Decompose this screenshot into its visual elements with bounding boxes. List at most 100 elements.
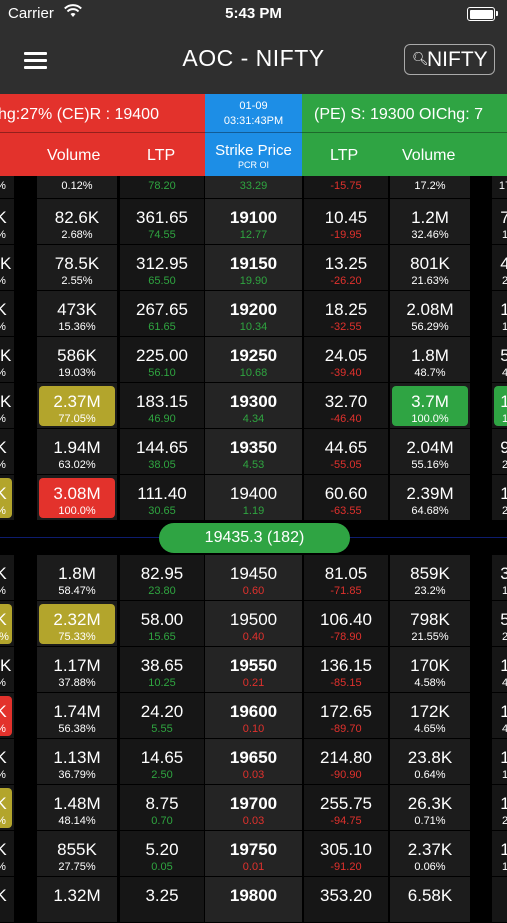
put-ltp-value: 353.20 xyxy=(320,886,372,905)
call-ltp-value: 225.00 xyxy=(136,346,188,365)
call-volume-value: 473K xyxy=(57,300,97,319)
summary-strike: 33.29 xyxy=(205,176,302,198)
put-oi-sub: 2 xyxy=(501,275,507,287)
put-ltp-header[interactable]: LTP xyxy=(330,147,359,164)
call-ltp-value: 24.20 xyxy=(140,702,184,721)
spot-price-pill[interactable]: 19435.3 (182) xyxy=(159,523,350,553)
call-ltp: 38.65 10.25 xyxy=(120,647,204,693)
call-ltp-value: 14.65 xyxy=(140,748,184,767)
call-volume-sub: 2.55% xyxy=(61,275,93,287)
summary-pe_ltp-value: -15.75 xyxy=(330,180,362,192)
page-title: AOC - NIFTY xyxy=(182,45,325,71)
call-ltp-value: 82.95 xyxy=(140,564,184,583)
put-volume-sub: 23.2% xyxy=(414,585,446,597)
call-oi-value: K xyxy=(0,748,7,767)
call-oi-value: K xyxy=(0,564,7,583)
summary-ce_partial-value: % xyxy=(0,180,14,192)
strike-price: 19750 0.01 xyxy=(205,831,302,877)
row-separator xyxy=(0,830,507,831)
put-oi-value: 3 xyxy=(500,564,507,583)
strike-price-value: 19150 xyxy=(229,254,278,273)
call-ltp: 24.20 5.55 xyxy=(120,693,204,739)
put-ltp: 305.10 -91.20 xyxy=(304,831,388,877)
put-volume: 798K 21.55% xyxy=(390,601,470,647)
strike-price-value: 19400 xyxy=(229,484,278,503)
call-ltp-sub: 56.10 xyxy=(148,367,176,379)
call-volume-header[interactable]: Volume xyxy=(47,147,101,164)
put-ltp: 60.60 -63.55 xyxy=(304,475,388,521)
call-ltp-sub: 5.55 xyxy=(151,723,173,735)
strike-price-sub: 0.21 xyxy=(242,677,265,689)
put-oi-sub: 2 xyxy=(501,631,507,643)
strike-price: 19450 0.60 xyxy=(205,555,302,601)
call-oi-value: K xyxy=(0,702,7,721)
strike-price: 19300 4.34 xyxy=(205,383,302,429)
put-oi-sub: 4 xyxy=(501,723,507,735)
call-volume-highlight xyxy=(39,386,115,426)
header-date: 01-09 xyxy=(239,100,268,112)
put-volume-value: 798K xyxy=(410,610,450,629)
strike-price-sub: 10.68 xyxy=(239,367,268,379)
summary-ce_ltp-value: 78.20 xyxy=(148,180,176,192)
strike-price-value: 19500 xyxy=(229,610,278,629)
put-volume-value: 170K xyxy=(410,656,450,675)
call-volume: 1.13M 36.79% xyxy=(37,739,117,785)
put-oi-value: 1 xyxy=(500,840,507,859)
row-separator xyxy=(0,738,507,739)
put-volume-sub: 56.29% xyxy=(411,321,449,333)
strike-price-header[interactable]: Strike Price xyxy=(215,142,292,159)
call-ltp-value: 183.15 xyxy=(136,392,188,411)
strike-price: 19250 10.68 xyxy=(205,337,302,383)
call-ltp-sub: 61.65 xyxy=(148,321,176,333)
put-ltp-value: 136.15 xyxy=(320,656,372,675)
call-volume-sub: 2.68% xyxy=(61,229,93,241)
wifi-icon xyxy=(64,4,82,21)
call-ltp-header[interactable]: LTP xyxy=(147,147,176,164)
strike-price-value: 19700 xyxy=(229,794,278,813)
strike-price-value: 19550 xyxy=(229,656,278,675)
call-oi-value: K xyxy=(0,484,7,503)
put-oi-sub: 1 xyxy=(501,585,507,597)
call-oi-sub: % xyxy=(0,229,14,241)
row-separator xyxy=(0,692,507,693)
put-oi-sub: 1 xyxy=(501,861,507,873)
put-ltp: 13.25 -26.20 xyxy=(304,245,388,291)
row-separator xyxy=(0,428,507,429)
hamburger-menu-icon[interactable] xyxy=(24,52,48,70)
call-oi-highlight xyxy=(0,478,12,518)
put-volume: 6.58K xyxy=(390,877,470,923)
strike-price-value: 19250 xyxy=(229,346,278,365)
put-oi-value: 1 xyxy=(500,656,507,675)
symbol-search-button[interactable]: 🔍︎ NIFTY xyxy=(404,44,495,75)
strike-price-value: 19450 xyxy=(229,564,278,583)
put-ltp-sub: -63.55 xyxy=(330,505,362,517)
call-volume: 78.5K 2.55% xyxy=(37,245,117,291)
put-volume: 801K 21.63% xyxy=(390,245,470,291)
search-icon: 🔍︎ xyxy=(412,51,429,66)
put-oi-sub: 2 xyxy=(501,459,507,471)
put-ltp-value: 172.65 xyxy=(320,702,372,721)
call-oi: 5K% xyxy=(0,337,14,383)
call-ltp-sub: 0.70 xyxy=(151,815,173,827)
put-ltp-sub: -46.40 xyxy=(330,413,362,425)
call-ltp: 14.65 2.50 xyxy=(120,739,204,785)
strike-price-value: 19600 xyxy=(229,702,278,721)
call-oi-value: K xyxy=(0,208,7,227)
call-ltp-sub: 2.50 xyxy=(151,769,173,781)
put-volume-sub: 48.7% xyxy=(414,367,446,379)
summary-ce_partial: % xyxy=(0,176,14,198)
put-ltp: 32.70 -46.40 xyxy=(304,383,388,429)
put-volume-header[interactable]: Volume xyxy=(402,147,456,164)
call-volume-sub: 77.05% xyxy=(58,413,96,425)
call-volume-sub: 36.79% xyxy=(58,769,96,781)
call-ltp-value: 3.25 xyxy=(145,886,179,905)
call-ltp-sub: 38.05 xyxy=(148,459,176,471)
put-volume: 1.2M 32.46% xyxy=(390,199,470,245)
call-volume-value: 1.48M xyxy=(53,794,101,813)
call-ltp: 5.20 0.05 xyxy=(120,831,204,877)
call-volume-sub: 100.0% xyxy=(58,505,96,517)
put-volume: 26.3K 0.71% xyxy=(390,785,470,831)
put-volume-sub: 0.64% xyxy=(414,769,446,781)
put-oi-sub: 1 xyxy=(501,413,507,425)
